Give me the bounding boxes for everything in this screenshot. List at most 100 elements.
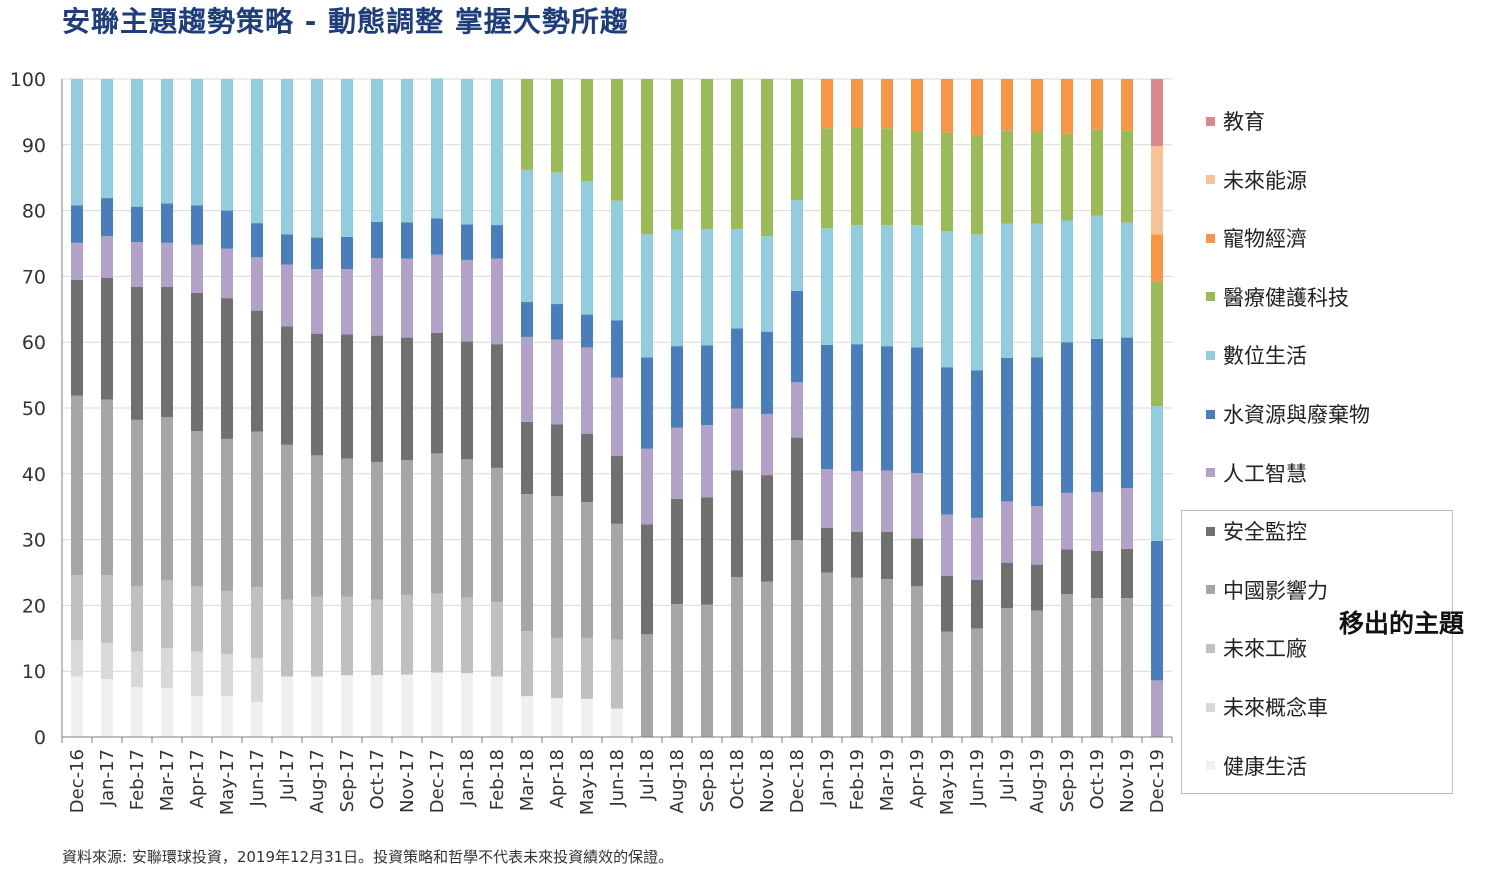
bar-segment: [551, 304, 563, 340]
bar-segment: [341, 675, 353, 737]
source-note: 資料來源: 安聯環球投資，2019年12月31日。投資策略和哲學不代表未來投資績…: [62, 848, 674, 866]
bar-segment: [251, 431, 263, 587]
bar-segment: [611, 79, 623, 201]
bar-segment: [71, 395, 83, 576]
bar-segment: [971, 579, 983, 629]
bar-segment: [161, 580, 173, 649]
x-tick-label: Nov-17: [397, 749, 418, 813]
legend-label: 人工智慧: [1223, 461, 1307, 486]
bar-segment: [791, 200, 803, 291]
y-tick-label: 0: [34, 727, 46, 749]
bar-segment: [341, 269, 353, 335]
bar-segment: [311, 455, 323, 597]
bar-segment: [1091, 598, 1103, 737]
bar-segment: [1061, 549, 1073, 595]
bar-segment: [1151, 234, 1163, 282]
bar-segment: [821, 572, 833, 737]
bar-segment: [311, 676, 323, 737]
bar-segment: [971, 628, 983, 737]
bar-segment: [1091, 492, 1103, 551]
chart-title: 安聯主題趨勢策略 - 動態調整 掌握大勢所趨: [62, 5, 629, 38]
bar-segment: [731, 408, 743, 471]
bar-segment: [281, 599, 293, 677]
bar-segment: [821, 79, 833, 129]
y-tick-label: 40: [22, 464, 46, 486]
bar-segment: [1121, 598, 1133, 737]
bar-segment: [401, 594, 413, 675]
moved-themes-label: 移出的主題: [1339, 609, 1465, 638]
bar-segment: [1151, 540, 1163, 681]
bar-segment: [131, 651, 143, 687]
legend-label: 健康生活: [1223, 754, 1307, 779]
bar-segment: [821, 128, 833, 229]
bar-segment: [341, 236, 353, 270]
bar-segment: [431, 254, 443, 333]
bar-segment: [551, 698, 563, 737]
bar-segment: [191, 431, 203, 587]
bar-segment: [851, 79, 863, 128]
bar-segment: [191, 292, 203, 432]
bar-segment: [491, 225, 503, 259]
bar-segment: [371, 599, 383, 676]
x-tick-label: Mar-17: [157, 749, 178, 811]
y-tick-label: 100: [10, 69, 46, 91]
bar-segment: [1121, 548, 1133, 599]
bar-segment: [521, 421, 533, 495]
bar-segment: [251, 79, 263, 224]
bar-segment: [881, 128, 893, 226]
bar-segment: [581, 638, 593, 699]
legend-item: 寵物經濟: [1206, 225, 1307, 251]
bar-segment: [1001, 562, 1013, 609]
chart-bars: [71, 78, 1163, 737]
bar-segment: [761, 79, 773, 237]
bar-segment: [371, 675, 383, 737]
legend-label: 未來工廠: [1223, 637, 1307, 662]
legend-item: 數位生活: [1206, 342, 1307, 368]
bar-segment: [851, 531, 863, 578]
bar-segment: [311, 333, 323, 456]
legend-item: 未來能源: [1206, 167, 1307, 193]
bar-segment: [101, 79, 113, 199]
bar-segment: [671, 346, 683, 428]
bar-segment: [371, 257, 383, 336]
legend-swatch: [1206, 643, 1215, 653]
bar-segment: [701, 229, 713, 346]
bar-segment: [1151, 281, 1163, 407]
x-tick-label: Dec-18: [787, 749, 808, 813]
bar-segment: [71, 79, 83, 206]
bar-segment: [71, 242, 83, 280]
bar-segment: [731, 79, 743, 230]
bar-segment: [161, 286, 173, 418]
bar-segment: [251, 702, 263, 737]
bar-segment: [281, 264, 293, 327]
legend-swatch: [1206, 468, 1215, 478]
bar-segment: [311, 269, 323, 334]
y-tick-label: 70: [22, 266, 46, 288]
x-tick-label: Jul-18: [637, 749, 658, 801]
bar-segment: [791, 79, 803, 201]
bar-segment: [761, 331, 773, 414]
bar-segment: [101, 642, 113, 680]
bar-segment: [581, 180, 593, 315]
y-tick-label: 10: [22, 661, 46, 683]
y-tick-label: 30: [22, 530, 46, 552]
bar-segment: [71, 640, 83, 677]
x-tick-label: Aug-19: [1027, 749, 1048, 814]
x-tick-label: Oct-17: [367, 749, 388, 810]
bar-segment: [581, 502, 593, 639]
bar-segment: [161, 648, 173, 689]
bar-segment: [581, 698, 593, 737]
bar-segment: [431, 453, 443, 594]
bar-segment: [641, 234, 653, 358]
bar-segment: [221, 248, 233, 299]
bar-segment: [521, 79, 533, 170]
bar-segment: [461, 224, 473, 260]
bar-segment: [1001, 223, 1013, 358]
bar-segment: [581, 79, 593, 181]
bar-segment: [521, 336, 533, 422]
legend-label: 教育: [1223, 110, 1265, 134]
bar-segment: [521, 696, 533, 737]
bar-segment: [551, 172, 563, 305]
bar-segment: [881, 346, 893, 471]
moved-themes-box: [1181, 510, 1453, 794]
